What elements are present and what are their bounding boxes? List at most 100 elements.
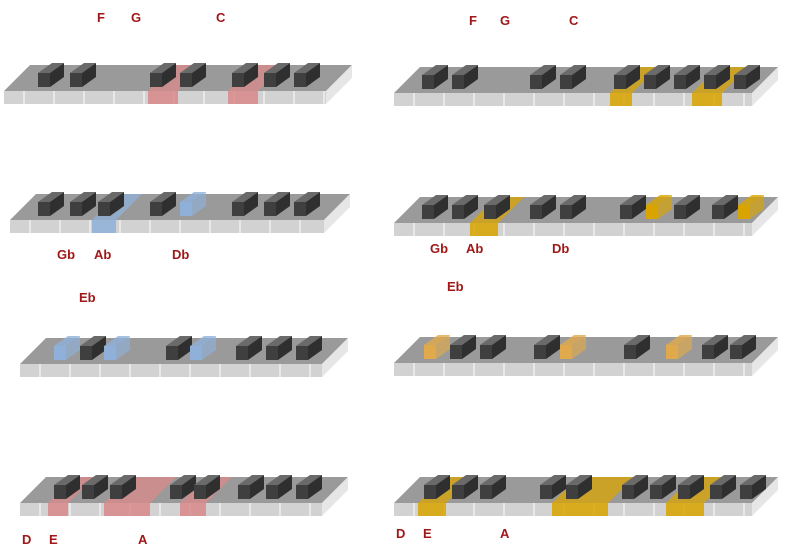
- black-key-side: [244, 63, 258, 87]
- black-key-top: [82, 475, 108, 485]
- black-key-side: [626, 65, 640, 89]
- keyboard-front: [20, 364, 322, 377]
- black-key-side: [50, 63, 64, 87]
- keyboard-side: [752, 67, 778, 106]
- black-key-top: [170, 475, 196, 485]
- note-label-d: D: [22, 532, 32, 547]
- black-key-side: [66, 336, 80, 360]
- black-key-front: [424, 345, 436, 359]
- black-key-top: [110, 475, 136, 485]
- black-key-top: [54, 336, 80, 346]
- black-key-front: [646, 205, 658, 219]
- black-key-side: [632, 195, 646, 219]
- black-key-side: [690, 475, 704, 499]
- black-key-top: [734, 65, 760, 75]
- black-key-side: [276, 63, 290, 87]
- black-key-side: [244, 192, 258, 216]
- black-key-top: [560, 335, 586, 345]
- black-key-side: [552, 475, 566, 499]
- black-key-front: [104, 346, 116, 360]
- black-key-front: [264, 73, 276, 87]
- keyboard-5: [20, 336, 348, 377]
- black-key-front: [296, 346, 308, 360]
- black-key-front: [452, 75, 464, 89]
- black-key-front: [620, 205, 632, 219]
- black-key-side: [306, 192, 320, 216]
- keyboard-8: [394, 475, 778, 516]
- black-key-top: [646, 195, 672, 205]
- black-key-front: [170, 485, 182, 499]
- black-key-top: [650, 475, 676, 485]
- black-key-front: [194, 485, 206, 499]
- white-key-highlight: [470, 223, 498, 236]
- black-key-front: [530, 75, 542, 89]
- black-key-top: [702, 335, 728, 345]
- black-key-side: [464, 65, 478, 89]
- note-label-db: Db: [552, 241, 570, 256]
- black-key-top: [530, 65, 556, 75]
- black-key-front: [80, 346, 92, 360]
- black-key-top: [194, 475, 220, 485]
- white-key-highlight: [610, 93, 632, 106]
- black-key-front: [622, 485, 634, 499]
- black-key-front: [98, 202, 110, 216]
- black-key-side: [492, 475, 506, 499]
- keyboard-side: [324, 194, 350, 233]
- black-key-side: [578, 475, 592, 499]
- note-label-f: F: [469, 13, 477, 28]
- keyboard-side: [752, 477, 778, 516]
- black-key-front: [232, 73, 244, 87]
- black-key-side: [724, 195, 738, 219]
- note-label-gb: Gb: [57, 247, 76, 262]
- black-key-front: [534, 345, 546, 359]
- black-key-front: [424, 485, 436, 499]
- keyboard-side: [752, 197, 778, 236]
- note-label-a: A: [500, 526, 510, 541]
- keyboard-side: [752, 337, 778, 376]
- black-key-front: [710, 485, 722, 499]
- black-key-top: [674, 195, 700, 205]
- black-key-side: [308, 336, 322, 360]
- note-label-g: G: [500, 13, 511, 28]
- black-key-top: [422, 195, 448, 205]
- black-key-side: [658, 195, 672, 219]
- black-key-side: [82, 63, 96, 87]
- note-label-c: C: [216, 10, 226, 25]
- black-key-top: [622, 475, 648, 485]
- black-key-side: [634, 475, 648, 499]
- black-key-top: [730, 335, 756, 345]
- black-key-front: [650, 485, 662, 499]
- white-key-highlight: [552, 503, 608, 516]
- note-label-ab: Ab: [94, 247, 112, 262]
- keyboard-side: [326, 65, 352, 104]
- keyboard-front: [20, 503, 322, 516]
- black-key-top: [452, 195, 478, 205]
- black-key-top: [704, 65, 730, 75]
- keyboard-7: [20, 475, 348, 516]
- keyboard-front: [10, 220, 324, 233]
- black-key-side: [742, 335, 756, 359]
- note-label-a: A: [138, 532, 148, 547]
- black-key-front: [82, 485, 94, 499]
- black-key-side: [182, 475, 196, 499]
- black-key-front: [452, 205, 464, 219]
- black-key-top: [560, 65, 586, 75]
- black-key-front: [560, 205, 572, 219]
- black-key-side: [162, 63, 176, 87]
- black-key-front: [678, 485, 690, 499]
- black-key-front: [566, 485, 578, 499]
- black-key-front: [180, 202, 192, 216]
- note-label-ab: Ab: [466, 241, 484, 256]
- black-key-top: [264, 192, 290, 202]
- black-key-top: [98, 192, 124, 202]
- note-label-f: F: [97, 10, 105, 25]
- black-key-top: [104, 336, 130, 346]
- black-key-side: [572, 335, 586, 359]
- black-key-side: [496, 195, 510, 219]
- black-key-top: [614, 65, 640, 75]
- note-label-c: C: [569, 13, 579, 28]
- black-key-top: [710, 475, 736, 485]
- black-key-top: [54, 475, 80, 485]
- black-key-top: [560, 195, 586, 205]
- black-key-top: [424, 475, 450, 485]
